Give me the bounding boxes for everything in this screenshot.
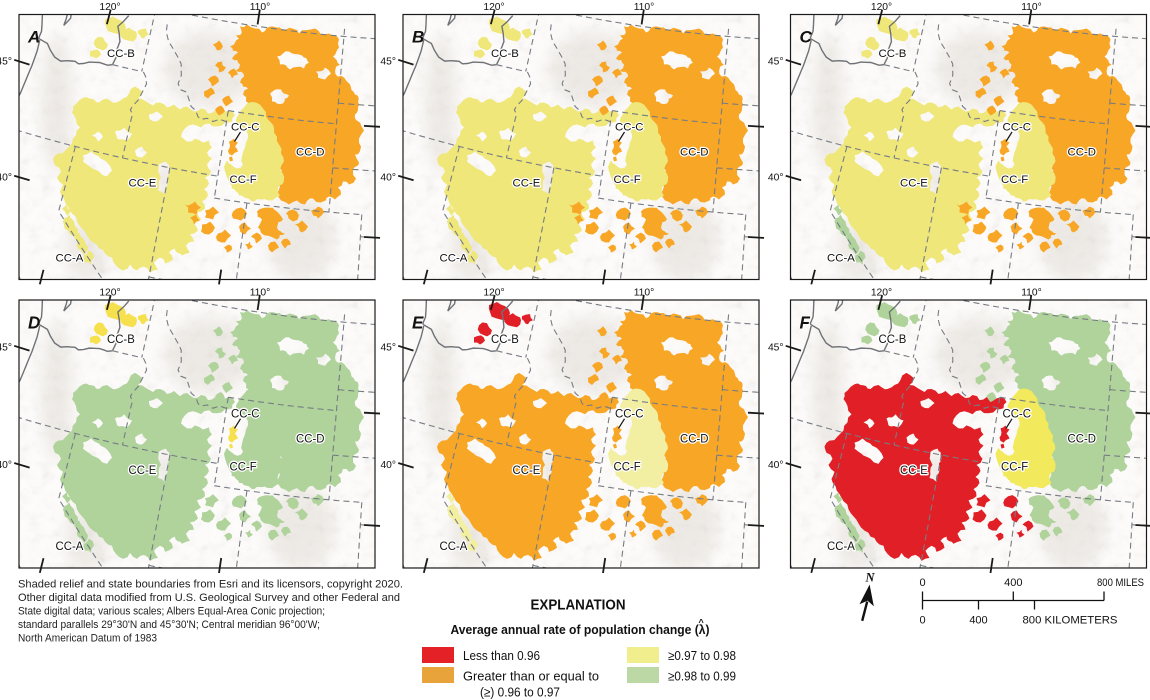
svg-text:D: D — [28, 313, 40, 332]
svg-text:Average annual rate of populat: Average annual rate of population change… — [451, 622, 710, 637]
svg-text:400: 400 — [969, 615, 987, 627]
svg-text:N: N — [865, 571, 876, 585]
svg-text:800 MILES: 800 MILES — [1097, 577, 1144, 589]
svg-text:EXPLANATION: EXPLANATION — [531, 598, 626, 614]
svg-text:C: C — [800, 28, 813, 47]
svg-text:Greater than or equal to: Greater than or equal to — [463, 669, 599, 684]
svg-text:0: 0 — [919, 577, 925, 589]
svg-text:E: E — [412, 313, 424, 332]
svg-text:0: 0 — [919, 615, 925, 627]
svg-text:State digital data; various sc: State digital data; various scales; Albe… — [18, 606, 325, 618]
svg-text:B: B — [412, 28, 424, 47]
svg-text:Shaded relief and state bounda: Shaded relief and state boundaries from … — [18, 579, 403, 591]
svg-text:(≥) 0.96 to 0.97: (≥) 0.96 to 0.97 — [480, 685, 560, 700]
svg-text:400: 400 — [1004, 577, 1022, 589]
svg-text:800 KILOMETERS: 800 KILOMETERS — [1023, 615, 1118, 627]
svg-text:≥0.97 to 0.98: ≥0.97 to 0.98 — [668, 648, 736, 663]
svg-text:^: ^ — [699, 618, 705, 628]
svg-text:Less than 0.96: Less than 0.96 — [463, 648, 540, 663]
svg-text:≥0.98 to 0.99: ≥0.98 to 0.99 — [668, 669, 736, 684]
svg-text:standard parallels 29°30'N and: standard parallels 29°30'N and 45°30'N; … — [18, 619, 320, 631]
svg-text:Other digital data modified fr: Other digital data modified from U.S. Ge… — [18, 592, 400, 604]
svg-text:North American Datum of 1983: North American Datum of 1983 — [18, 633, 157, 645]
svg-text:F: F — [800, 313, 811, 332]
svg-text:A: A — [27, 28, 40, 47]
